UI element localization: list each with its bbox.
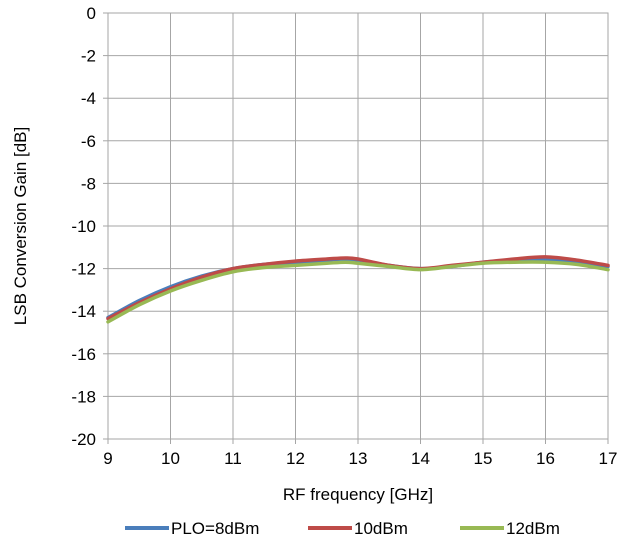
y-tick-label: -8 [81, 174, 96, 193]
x-tick-label: 13 [349, 449, 368, 468]
legend: PLO=8dBm 10dBm 12dBm [125, 519, 560, 538]
x-tick-label: 16 [536, 449, 555, 468]
y-tick-label: -2 [81, 47, 96, 66]
x-tick-label: 17 [599, 449, 618, 468]
x-tick-label: 10 [161, 449, 180, 468]
series-line-2 [106, 260, 610, 324]
y-tick-label: -12 [71, 260, 96, 279]
legend-label: 12dBm [506, 519, 560, 538]
legend-label: PLO=8dBm [171, 519, 259, 538]
x-tick-label: 14 [411, 449, 430, 468]
x-tick-label: 11 [224, 449, 242, 468]
x-axis-title: RF frequency [GHz] [283, 485, 433, 504]
y-tick-label: -6 [81, 132, 96, 151]
grid-layer [103, 12, 609, 444]
x-tick-label: 15 [474, 449, 493, 468]
y-tick-label: -4 [81, 89, 96, 108]
y-tick-label: -20 [71, 430, 96, 449]
plot-frame [107, 12, 609, 440]
series-line-1 [106, 255, 610, 321]
y-tick-label: 0 [87, 4, 96, 23]
series-layer [106, 255, 610, 324]
tick-layer: 0 -2 -4 -6 -8 -10 -12 -14 -16 -18 -20 9 10 11 12 13 14 15… [71, 4, 617, 468]
y-tick-label: -14 [71, 302, 96, 321]
x-tick-label: 12 [286, 449, 305, 468]
y-tick-label: -10 [71, 217, 96, 236]
legend-label: 10dBm [354, 519, 408, 538]
x-tick-label: 9 [103, 449, 112, 468]
y-axis-title: LSB Conversion Gain [dB] [11, 127, 30, 325]
y-tick-label: -18 [71, 387, 96, 406]
y-tick-label: -16 [71, 345, 96, 364]
